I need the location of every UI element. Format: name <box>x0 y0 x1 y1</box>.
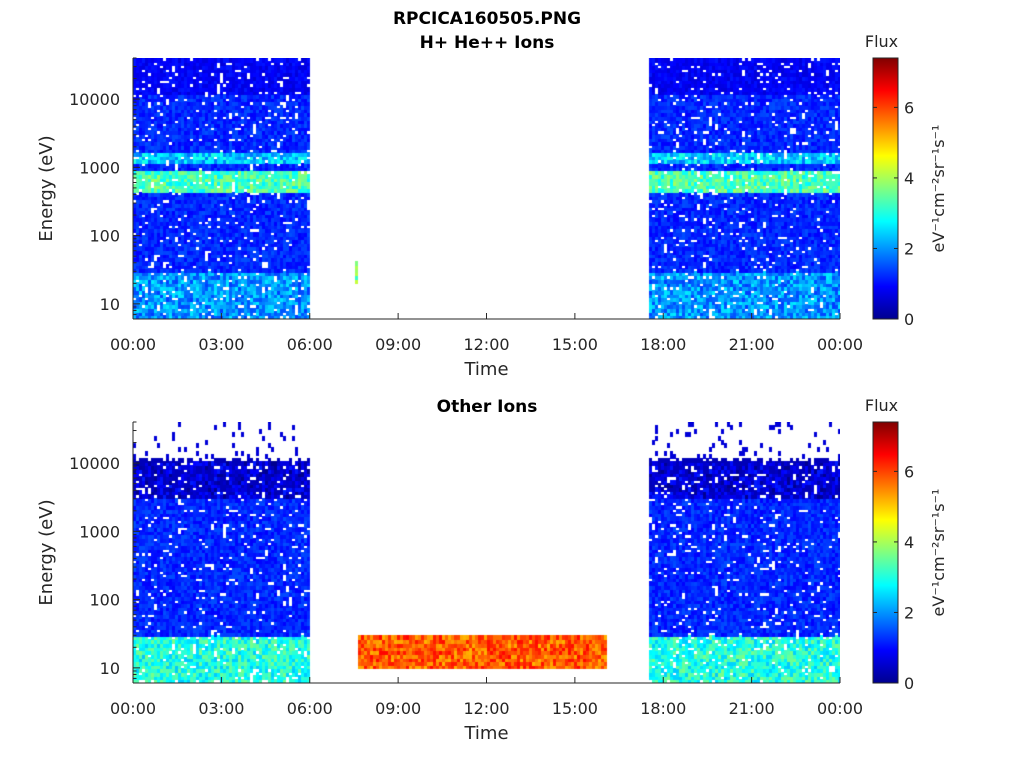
x-tick-label: 18:00 <box>640 699 686 718</box>
x-tick-label: 06:00 <box>287 699 333 718</box>
x-tick-label: 00:00 <box>110 699 156 718</box>
colorbar-tick-label: 2 <box>904 239 914 258</box>
y-tick-label: 100 <box>89 591 120 610</box>
colorbar-units-label: eV⁻¹cm⁻²sr⁻¹s⁻¹ <box>929 125 948 253</box>
x-tick-label: 15:00 <box>552 699 598 718</box>
x-axis-label: Time <box>463 723 508 744</box>
spectrogram-image <box>133 422 840 683</box>
colorbar-title: Flux <box>865 396 898 415</box>
colorbar <box>872 57 899 320</box>
x-tick-label: 06:00 <box>287 335 333 354</box>
x-tick-label: 09:00 <box>375 699 421 718</box>
colorbar-tick-label: 4 <box>904 533 914 552</box>
panel-other-ions: Other Ions 00:00 03:00 06:00 09:00 12:00 15:0… <box>36 396 948 744</box>
colorbar <box>872 421 899 684</box>
colorbar-tick-label: 2 <box>904 603 914 622</box>
y-axis-label: Energy (eV) <box>36 135 57 241</box>
panel-h-ions: H+ He++ Ions 00:00 03:00 06:00 09:00 12:00 15… <box>36 32 948 380</box>
colorbar-tick-label: 0 <box>904 310 914 329</box>
y-tick-label: 10000 <box>69 454 120 473</box>
y-axis-label: Energy (eV) <box>36 499 57 605</box>
panel2-title: Other Ions <box>437 397 538 417</box>
colorbar-tick-label: 4 <box>904 169 914 188</box>
colorbar-tick-label: 6 <box>904 462 914 481</box>
x-tick-label: 00:00 <box>817 699 863 718</box>
x-tick-label: 03:00 <box>198 699 244 718</box>
y-tick-label: 1000 <box>79 158 120 177</box>
x-tick-label: 09:00 <box>375 335 421 354</box>
x-tick-label: 00:00 <box>110 335 156 354</box>
y-tick-label: 1000 <box>79 522 120 541</box>
colorbar-units-label: eV⁻¹cm⁻²sr⁻¹s⁻¹ <box>929 489 948 617</box>
x-tick-label: 21:00 <box>729 699 775 718</box>
x-axis-label: Time <box>463 359 508 380</box>
spectrogram-image <box>133 58 840 319</box>
x-tick-label: 21:00 <box>729 335 775 354</box>
x-tick-label: 15:00 <box>552 335 598 354</box>
x-tick-label: 12:00 <box>463 699 509 718</box>
x-tick-label: 12:00 <box>463 335 509 354</box>
y-tick-label: 10 <box>100 295 120 314</box>
x-tick-label: 03:00 <box>198 335 244 354</box>
x-tick-label: 00:00 <box>817 335 863 354</box>
figure-title: RPCICA160505.PNG <box>393 9 581 29</box>
colorbar-tick-label: 6 <box>904 98 914 117</box>
colorbar-title: Flux <box>865 32 898 51</box>
y-tick-label: 100 <box>89 227 120 246</box>
y-tick-label: 10 <box>100 659 120 678</box>
colorbar-tick-label: 0 <box>904 674 914 693</box>
y-tick-label: 10000 <box>69 90 120 109</box>
x-tick-label: 18:00 <box>640 335 686 354</box>
panel1-title: H+ He++ Ions <box>420 33 555 53</box>
